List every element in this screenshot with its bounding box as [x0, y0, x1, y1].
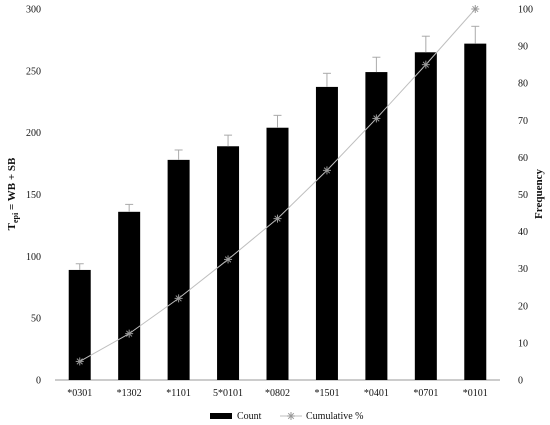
- cumulative-point: [322, 166, 331, 175]
- cumulative-line: [75, 5, 480, 366]
- y-right-tick-label: 90: [518, 42, 528, 53]
- bar: [414, 52, 437, 381]
- y-right-tick-label: 0: [518, 376, 523, 387]
- bar: [464, 43, 487, 380]
- y-left-tick-label: 0: [36, 376, 41, 387]
- cumulative-point: [174, 294, 183, 303]
- asterisk-stroke: [373, 115, 380, 122]
- y-left-tick-label: 200: [26, 128, 41, 139]
- x-tick-label: *1501: [314, 388, 339, 399]
- x-tick-label: *0701: [413, 388, 438, 399]
- y-left-tick-label: 300: [26, 5, 41, 16]
- legend-label-cumulative: Cumulative %: [306, 411, 364, 422]
- legend-label-count: Count: [237, 411, 262, 422]
- bar: [167, 159, 190, 380]
- y-left-tick-label: 50: [31, 314, 41, 325]
- bar: [68, 269, 91, 380]
- y-axis-left-title: Tepi = WB + SB: [6, 157, 20, 230]
- asterisk-stroke: [472, 5, 479, 13]
- y-right-tick-label: 30: [518, 264, 528, 275]
- x-tick-label: *1302: [117, 388, 142, 399]
- cumulative-point: [75, 357, 84, 366]
- x-tick-label: *0101: [463, 388, 488, 399]
- y-right-tick-label: 40: [518, 227, 528, 238]
- cumulative-point: [421, 60, 430, 69]
- y-right-tick-label: 100: [518, 5, 533, 16]
- x-tick-label: *0802: [265, 388, 290, 399]
- tick-labels: 0 50 100 150 200 250 300 0 10 20 30 40 50 60 70 80 90 100…: [26, 5, 533, 400]
- y-right-tick-label: 20: [518, 301, 528, 312]
- y-left-tick-label: 100: [26, 252, 41, 263]
- cumulative-point: [224, 255, 233, 264]
- x-tick-label: *0301: [67, 388, 92, 399]
- asterisk-stroke: [224, 256, 232, 263]
- cumulative-point: [372, 114, 381, 123]
- axis-titles: Tepi = WB + SB Frequency: [6, 157, 545, 230]
- x-tick-label: *0401: [364, 388, 389, 399]
- bar: [315, 86, 338, 380]
- asterisk-stroke: [323, 167, 331, 174]
- y-right-tick-label: 60: [518, 153, 528, 164]
- y-right-tick-label: 70: [518, 116, 528, 127]
- y-right-tick-label: 50: [518, 190, 528, 201]
- asterisk-stroke: [422, 61, 429, 68]
- asterisk-stroke: [274, 215, 281, 222]
- y-left-tick-label: 150: [26, 190, 41, 201]
- bar: [266, 127, 289, 380]
- legend-marker: [287, 412, 295, 420]
- asterisk-stroke: [76, 358, 83, 365]
- asterisk-stroke: [287, 412, 295, 420]
- bars: [68, 25, 487, 381]
- y-right-tick-label: 10: [518, 338, 528, 349]
- legend: Count Cumulative %: [210, 411, 364, 422]
- x-tick-label: *1101: [166, 388, 191, 399]
- y-right-tick-label: 80: [518, 79, 528, 90]
- y-left-tick-label: 250: [26, 66, 41, 77]
- cumulative-point: [125, 329, 134, 338]
- asterisk-stroke: [175, 295, 182, 302]
- legend-swatch-count: [210, 413, 232, 419]
- bar: [365, 72, 388, 380]
- y-axis-right-title: Frequency: [533, 169, 545, 219]
- asterisk-stroke: [126, 330, 133, 337]
- cumulative-point: [471, 5, 480, 13]
- bar: [118, 211, 141, 380]
- x-tick-label: 5*0101: [213, 388, 243, 399]
- cumulative-point: [273, 214, 282, 223]
